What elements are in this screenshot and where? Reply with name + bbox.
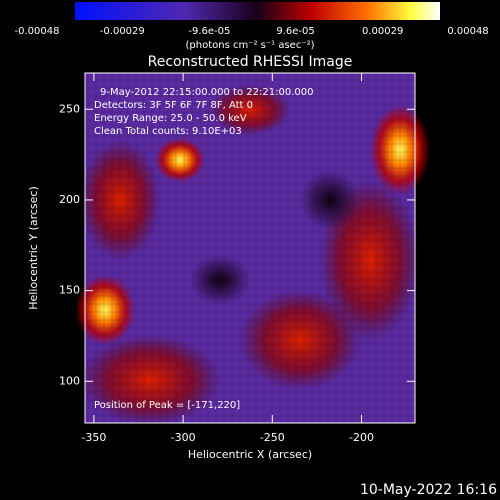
y-tick-label: 100 [59, 374, 80, 387]
y-tick-label: 250 [59, 102, 80, 115]
x-tick-label: -250 [260, 431, 285, 444]
colorbar [75, 2, 440, 20]
colorbar-tick-label: 9.6e-05 [276, 26, 314, 37]
colorbar-tick-label: -9.6e-05 [188, 26, 230, 37]
colorbar-tick-label: -0.00029 [100, 26, 145, 37]
plot-frame [84, 72, 416, 424]
annotation: Detectors: 3F 5F 6F 7F 8F, Att 0 [94, 100, 253, 111]
colorbar-tick-label: 0.00048 [447, 26, 488, 37]
timestamp: 10-May-2022 16:16 [360, 482, 497, 498]
y-axis-label: Heliocentric Y (arcsec) [27, 186, 40, 310]
colorbar-tick-label: 0.00029 [362, 26, 403, 37]
annotation: 9-May-2012 22:15:00.000 to 22:21:00.000 [100, 87, 313, 98]
image [75, 73, 430, 425]
chart-title: Reconstructed RHESSI Image [148, 54, 353, 70]
peak-label: Position of Peak = [-171,220] [94, 400, 240, 411]
annotation: Energy Range: 25.0 - 50.0 keV [94, 113, 247, 124]
x-tick-label: -350 [81, 431, 106, 444]
x-axis-label: Heliocentric X (arcsec) [188, 448, 312, 461]
x-tick-label: -200 [349, 431, 374, 444]
colorbar-tick-label: -0.00048 [15, 26, 60, 37]
x-tick-label: -300 [171, 431, 196, 444]
y-tick-label: 200 [59, 193, 80, 206]
y-tick-label: 150 [59, 284, 80, 297]
annotation: Clean Total counts: 9.10E+03 [94, 126, 242, 137]
colorbar-label: (photons cm⁻² s⁻¹ asec⁻²) [185, 40, 314, 51]
